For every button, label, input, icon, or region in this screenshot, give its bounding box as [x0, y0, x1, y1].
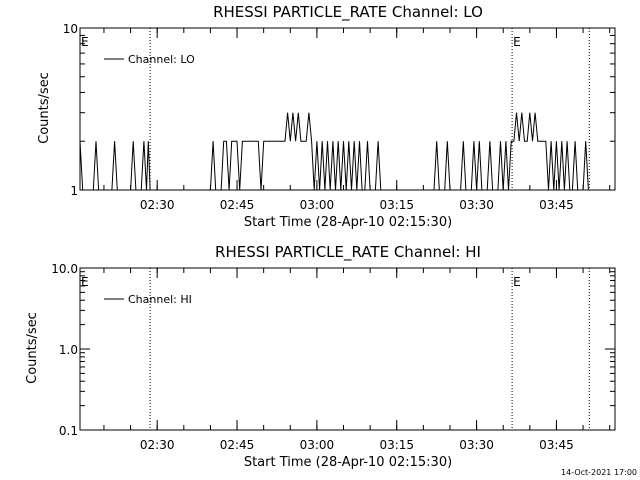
y-ticks: 0.1 1.0 10.0 — [51, 262, 615, 438]
legend: Channel: HI — [104, 293, 192, 306]
legend-label: Channel: LO — [128, 53, 195, 66]
marker-label: E — [513, 275, 521, 289]
x-tick-label: 03:15 — [379, 198, 414, 212]
x-tick-label: 03:00 — [300, 438, 335, 452]
y-axis-label: Counts/sec — [37, 72, 52, 144]
legend: Channel: LO — [104, 53, 195, 66]
y-tick-label: 10.0 — [51, 262, 78, 276]
marker-label: E — [81, 275, 89, 289]
x-tick-label: 03:15 — [379, 438, 414, 452]
x-tick-label: 02:30 — [140, 438, 175, 452]
chart-title: RHESSI PARTICLE_RATE Channel: HI — [215, 243, 481, 262]
x-tick-label: 02:45 — [220, 198, 255, 212]
x-tick-label: 02:45 — [220, 438, 255, 452]
y-tick-label: 1.0 — [59, 343, 78, 357]
x-axis-label: Start Time (28-Apr-10 02:15:30) — [244, 215, 452, 230]
chart-title: RHESSI PARTICLE_RATE Channel: LO — [213, 3, 483, 22]
y-tick-label: 0.1 — [59, 424, 78, 438]
y-ticks: 1 10 — [63, 22, 615, 198]
footer-timestamp: 14-Oct-2021 17:00 — [561, 468, 637, 477]
x-tick-label: 03:45 — [539, 438, 574, 452]
marker-label: E — [81, 35, 89, 49]
dotted-lines — [149, 268, 590, 430]
y-axis-label: Counts/sec — [25, 312, 40, 384]
y-tick-label: 10 — [63, 22, 78, 36]
plot-frame — [79, 27, 616, 191]
x-axis-label: Start Time (28-Apr-10 02:15:30) — [244, 455, 452, 470]
y-tick-label: 1 — [70, 184, 78, 198]
dotted-lines — [149, 28, 590, 190]
panel-hi: RHESSI PARTICLE_RATE Channel: HI Counts/… — [25, 243, 616, 470]
x-ticks: 02:30 02:45 03:00 03:15 03:30 03:45 — [103, 268, 611, 452]
legend-label: Channel: HI — [128, 293, 192, 306]
x-tick-label: 03:45 — [539, 198, 574, 212]
x-tick-label: 03:30 — [459, 438, 494, 452]
panel-lo: RHESSI PARTICLE_RATE Channel: LO Counts/… — [37, 3, 616, 230]
x-tick-label: 03:30 — [459, 198, 494, 212]
x-tick-label: 02:30 — [140, 198, 175, 212]
x-ticks: 02:30 02:45 03:00 03:15 03:30 03:45 — [103, 28, 611, 212]
marker-label: E — [513, 35, 521, 49]
x-tick-label: 03:00 — [300, 198, 335, 212]
